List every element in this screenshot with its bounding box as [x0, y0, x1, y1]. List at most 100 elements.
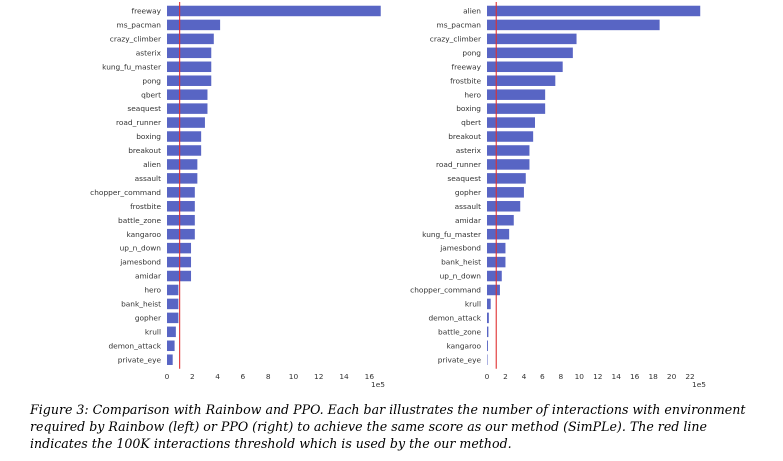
ppo-category-label: hero	[464, 90, 481, 99]
ppo-bar-kangaroo	[487, 340, 488, 352]
rainbow-bar-up_n_down	[167, 242, 192, 254]
rainbow-bar-seaquest	[167, 103, 208, 114]
rainbow-bar-demon_attack	[167, 340, 175, 352]
ppo-x-tick-label: 20	[667, 372, 677, 381]
ppo-category-label: up_n_down	[440, 272, 482, 281]
ppo-category-label: freeway	[451, 62, 481, 71]
ppo-x-tick-label: 4	[522, 372, 527, 381]
rainbow-category-label: jamesbond	[119, 258, 161, 267]
ppo-bar-battle_zone	[487, 326, 489, 338]
ppo-category-label: crazy_climber	[430, 34, 482, 43]
ppo-category-label: private_eye	[438, 355, 482, 364]
rainbow-category-label: demon_attack	[108, 341, 161, 350]
ppo-x-tick-label: 18	[648, 372, 658, 381]
ppo-category-label: chopper_command	[410, 286, 481, 295]
ppo-bar-pong	[487, 47, 573, 59]
rainbow-x-tick-label: 0	[165, 372, 170, 381]
rainbow-category-label: battle_zone	[118, 216, 161, 225]
caption-text: Comparison with Rainbow and PPO. Each ba…	[30, 402, 746, 451]
rainbow-bar-private_eye	[167, 354, 173, 365]
ppo-x-tick-label: 14	[612, 372, 622, 381]
rainbow-x-multiplier: 1e5	[371, 380, 385, 389]
rainbow-bar-alien	[167, 159, 198, 170]
rainbow-bar-crazy_climber	[167, 33, 214, 45]
ppo-x-tick-label: 12	[593, 372, 602, 381]
rainbow-category-label: road_runner	[116, 118, 162, 127]
ppo-category-label: pong	[462, 48, 481, 57]
ppo-x-multiplier: 1e5	[692, 380, 706, 389]
ppo-x-tick-label: 2	[503, 372, 508, 381]
ppo-x-tick-label: 8	[558, 372, 563, 381]
ppo-bar-krull	[487, 298, 491, 310]
ppo-bar-private_eye	[487, 354, 488, 365]
rainbow-category-label: up_n_down	[120, 244, 162, 253]
ppo-bar-gopher	[487, 187, 524, 198]
rainbow-category-label: assault	[135, 174, 161, 183]
ppo-category-label: asterix	[456, 146, 482, 155]
rainbow-bar-assault	[167, 173, 198, 184]
ppo-bar-chopper_command	[487, 284, 500, 296]
ppo-bar-assault	[487, 201, 521, 212]
ppo-x-tick-label: 16	[630, 372, 640, 381]
rainbow-bar-road_runner	[167, 117, 205, 128]
ppo-bar-up_n_down	[487, 270, 502, 282]
rainbow-category-label: qbert	[141, 90, 161, 99]
ppo-category-label: assault	[455, 202, 481, 211]
rainbow-bar-amidar	[167, 270, 192, 282]
ppo-x-tick-label: 6	[540, 372, 545, 381]
ppo-category-label: alien	[463, 7, 481, 16]
rainbow-category-label: bank_heist	[121, 300, 161, 309]
rainbow-category-label: gopher	[135, 313, 162, 322]
ppo-bar-demon_attack	[487, 312, 489, 324]
ppo-x-tick-label: 10	[575, 372, 585, 381]
ppo-category-label: road_runner	[436, 160, 482, 169]
rainbow-bar-kangaroo	[167, 228, 195, 240]
rainbow-x-tick-label: 16	[365, 372, 375, 381]
rainbow-x-tick-label: 8	[266, 372, 271, 381]
rainbow-bar-ms_pacman	[167, 19, 221, 31]
ppo-bar-kung_fu_master	[487, 228, 510, 240]
rainbow-bar-battle_zone	[167, 214, 195, 226]
rainbow-x-tick-label: 12	[314, 372, 323, 381]
rainbow-category-label: breakout	[128, 146, 161, 155]
rainbow-bar-kung_fu_master	[167, 61, 212, 73]
ppo-bar-breakout	[487, 131, 534, 142]
ppo-category-label: amidar	[455, 216, 482, 225]
ppo-category-label: krull	[465, 300, 481, 309]
ppo-bar-ms_pacman	[487, 19, 660, 31]
rainbow-category-label: ms_pacman	[117, 21, 162, 30]
ppo-x-tick-label: 0	[485, 372, 490, 381]
rainbow-bar-pong	[167, 75, 212, 86]
caption-label: Figure 3:	[30, 402, 89, 417]
rainbow-bar-frostbite	[167, 201, 195, 212]
ppo-category-label: battle_zone	[438, 327, 481, 336]
ppo-category-label: kung_fu_master	[422, 230, 482, 239]
rainbow-bar-boxing	[167, 131, 202, 142]
rainbow-bar-asterix	[167, 47, 212, 59]
ppo-bar-frostbite	[487, 75, 556, 86]
rainbow-category-label: amidar	[135, 272, 162, 281]
rainbow-bar-bank_heist	[167, 298, 179, 310]
rainbow-bar-freeway	[167, 5, 381, 17]
ppo-bar-amidar	[487, 214, 514, 226]
rainbow-x-tick-label: 14	[339, 372, 349, 381]
ppo-category-label: frostbite	[450, 76, 481, 85]
rainbow-category-label: alien	[143, 160, 161, 169]
rainbow-bar-chopper_command	[167, 187, 195, 198]
ppo-bar-crazy_climber	[487, 33, 577, 45]
rainbow-bar-krull	[167, 326, 176, 338]
ppo-category-label: gopher	[455, 188, 482, 197]
rainbow-category-label: boxing	[136, 132, 161, 141]
rainbow-bar-breakout	[167, 145, 202, 156]
rainbow-bar-gopher	[167, 312, 179, 324]
rainbow-category-label: hero	[144, 286, 161, 295]
rainbow-x-tick-label: 2	[190, 372, 195, 381]
rainbow-x-tick-label: 6	[241, 372, 246, 381]
rainbow-category-label: kung_fu_master	[102, 62, 162, 71]
rainbow-category-label: crazy_climber	[110, 34, 162, 43]
rainbow-category-label: seaquest	[127, 104, 161, 113]
ppo-category-label: seaquest	[447, 174, 481, 183]
